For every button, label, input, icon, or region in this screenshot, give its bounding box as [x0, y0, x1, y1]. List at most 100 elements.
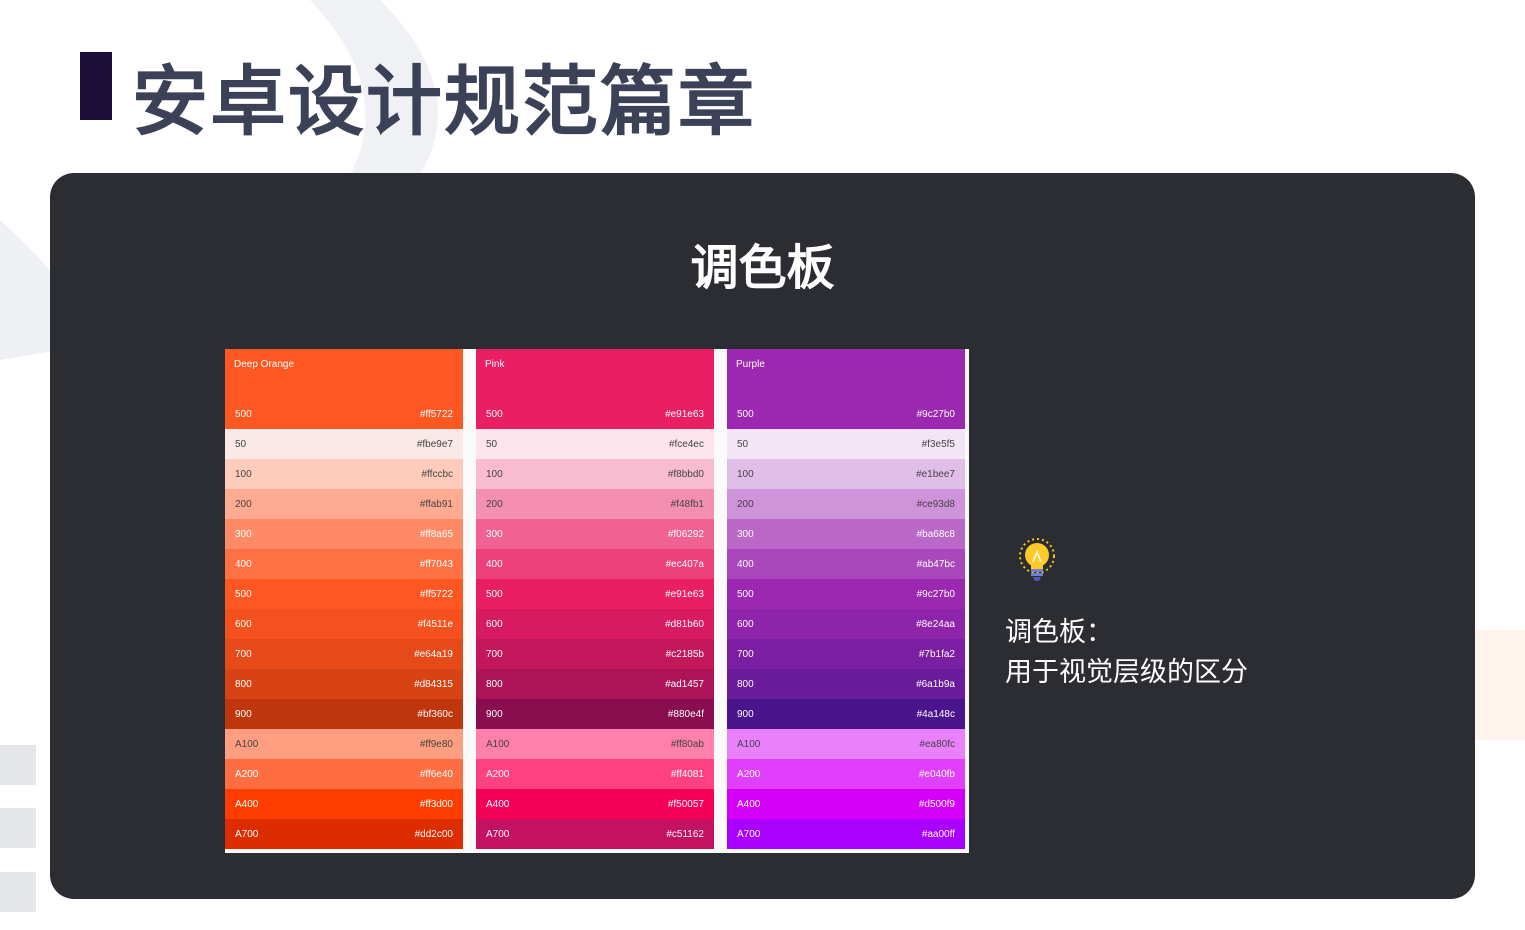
- color-swatch-row[interactable]: A200 #ff4081: [476, 759, 714, 789]
- color-swatch-row[interactable]: 300 #f06292: [476, 519, 714, 549]
- hex-value: #f4511e: [417, 618, 453, 630]
- shade-label: 600: [235, 618, 252, 630]
- hex-value: #ffccbc: [421, 468, 454, 480]
- color-swatch-row[interactable]: 50 #f3e5f5: [727, 429, 965, 459]
- color-swatch-row[interactable]: 200 #ffab91: [225, 489, 463, 519]
- hex-value: #f50057: [667, 798, 704, 810]
- color-swatch-row[interactable]: 400 #ab47bc: [727, 549, 965, 579]
- color-swatch-row[interactable]: 500 #e91e63: [476, 579, 714, 609]
- color-swatch-row[interactable]: 900 #bf360c: [225, 699, 463, 729]
- tip-text: 调色板： 用于视觉层级的区分: [1005, 613, 1405, 693]
- color-swatch-row[interactable]: 100 #f8bbd0: [476, 459, 714, 489]
- color-swatch-row[interactable]: 600 #8e24aa: [727, 609, 965, 639]
- hex-value: #c51162: [666, 828, 704, 840]
- hex-value: #6a1b9a: [916, 678, 955, 690]
- primary-swatch[interactable]: 500 #9c27b0: [727, 399, 965, 429]
- color-swatch-row[interactable]: A400 #f50057: [476, 789, 714, 819]
- shade-label: 900: [486, 708, 503, 720]
- palette-column-purple: Purple 500 #9c27b0 50 #f3e5f5 100 #e1bee7 200 #…: [727, 349, 965, 853]
- hex-value: #f48fb1: [670, 498, 704, 510]
- shade-label: 500: [235, 588, 252, 600]
- color-swatch-row[interactable]: 600 #f4511e: [225, 609, 463, 639]
- color-swatch-row[interactable]: 800 #d84315: [225, 669, 463, 699]
- color-swatch-row[interactable]: 700 #c2185b: [476, 639, 714, 669]
- palette-header: Purple 500 #9c27b0: [727, 349, 965, 429]
- palette-column-pink: Pink 500 #e91e63 50 #fce4ec 100 #f8bbd0 200 #f4…: [476, 349, 714, 853]
- color-swatch-row[interactable]: 800 #ad1457: [476, 669, 714, 699]
- shade-label: A700: [235, 828, 259, 840]
- color-swatch-row[interactable]: 700 #e64a19: [225, 639, 463, 669]
- shade-label: 100: [737, 468, 754, 480]
- shade-label: 400: [235, 558, 252, 570]
- hex-value: #ff4081: [670, 768, 704, 780]
- shade-label: A400: [235, 798, 259, 810]
- shade-label: 200: [235, 498, 252, 510]
- color-swatch-row[interactable]: 500 #9c27b0: [727, 579, 965, 609]
- hex-value: #aa00ff: [921, 828, 955, 840]
- color-swatch-row[interactable]: A700 #aa00ff: [727, 819, 965, 849]
- shade-label: 100: [486, 468, 503, 480]
- color-swatch-row[interactable]: 200 #f48fb1: [476, 489, 714, 519]
- shade-label: A200: [737, 768, 761, 780]
- shade-label: A200: [235, 768, 259, 780]
- hex-value: #e91e63: [665, 588, 704, 600]
- content-card: 调色板 Deep Orange 500 #ff5722 50 #fbe9e7 100 #f…: [50, 173, 1475, 899]
- color-swatch-row[interactable]: 200 #ce93d8: [727, 489, 965, 519]
- background-stripe-decoration: [0, 808, 36, 848]
- hex-value: #8e24aa: [916, 618, 955, 630]
- color-swatch-row[interactable]: 400 #ff7043: [225, 549, 463, 579]
- color-swatch-row[interactable]: 300 #ff8a65: [225, 519, 463, 549]
- shade-label: A700: [737, 828, 761, 840]
- hex-value: #c2185b: [665, 648, 704, 660]
- shade-label: 400: [737, 558, 754, 570]
- color-swatch-row[interactable]: 50 #fce4ec: [476, 429, 714, 459]
- shade-label: 500: [737, 588, 754, 600]
- shade-label: 800: [486, 678, 503, 690]
- hex-value: #9c27b0: [916, 408, 955, 420]
- background-peach-decoration: [1465, 630, 1525, 740]
- color-swatch-row[interactable]: 50 #fbe9e7: [225, 429, 463, 459]
- hex-value: #ff5722: [419, 408, 453, 420]
- color-swatch-row[interactable]: 500 #ff5722: [225, 579, 463, 609]
- shade-label: 500: [486, 588, 503, 600]
- color-swatch-row[interactable]: A200 #ff6e40: [225, 759, 463, 789]
- shade-label: 800: [235, 678, 252, 690]
- color-swatch-row[interactable]: A700 #c51162: [476, 819, 714, 849]
- color-swatch-row[interactable]: A100 #ea80fc: [727, 729, 965, 759]
- color-swatch-row[interactable]: A700 #dd2c00: [225, 819, 463, 849]
- shade-label: 500: [486, 408, 503, 420]
- color-swatch-row[interactable]: 100 #e1bee7: [727, 459, 965, 489]
- hex-value: #f8bbd0: [667, 468, 704, 480]
- shade-label: A100: [235, 738, 259, 750]
- color-swatch-row[interactable]: 100 #ffccbc: [225, 459, 463, 489]
- color-swatch-row[interactable]: A400 #d500f9: [727, 789, 965, 819]
- primary-swatch[interactable]: 500 #e91e63: [476, 399, 714, 429]
- shade-label: 900: [235, 708, 252, 720]
- shade-label: 700: [486, 648, 503, 660]
- color-swatch-row[interactable]: 800 #6a1b9a: [727, 669, 965, 699]
- color-swatch-row[interactable]: 300 #ba68c8: [727, 519, 965, 549]
- color-swatch-row[interactable]: A100 #ff9e80: [225, 729, 463, 759]
- color-swatch-row[interactable]: 600 #d81b60: [476, 609, 714, 639]
- shade-label: 50: [737, 438, 749, 450]
- color-swatch-row[interactable]: A200 #e040fb: [727, 759, 965, 789]
- palette-name: Pink: [485, 359, 505, 370]
- tip-description: 用于视觉层级的区分: [1005, 657, 1248, 688]
- palette-name: Purple: [736, 359, 765, 370]
- color-swatch-row[interactable]: 400 #ec407a: [476, 549, 714, 579]
- hex-value: #ec407a: [665, 558, 704, 570]
- color-swatch-row[interactable]: 900 #4a148c: [727, 699, 965, 729]
- color-swatch-row[interactable]: A400 #ff3d00: [225, 789, 463, 819]
- primary-swatch[interactable]: 500 #ff5722: [225, 399, 463, 429]
- hex-value: #f06292: [667, 528, 704, 540]
- color-swatch-row[interactable]: 700 #7b1fa2: [727, 639, 965, 669]
- hex-value: #fbe9e7: [416, 438, 453, 450]
- color-swatch-row[interactable]: 900 #880e4f: [476, 699, 714, 729]
- shade-label: 300: [486, 528, 503, 540]
- shade-label: 500: [737, 408, 754, 420]
- color-swatch-row[interactable]: A100 #ff80ab: [476, 729, 714, 759]
- hex-value: #fce4ec: [668, 438, 704, 450]
- hex-value: #ff5722: [419, 588, 453, 600]
- shade-label: A100: [737, 738, 761, 750]
- shade-label: 200: [486, 498, 503, 510]
